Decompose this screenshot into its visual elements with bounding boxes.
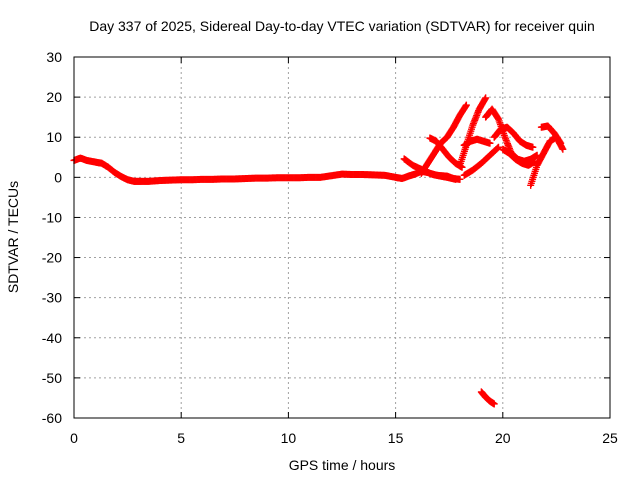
plot-frame: [73, 56, 611, 419]
series-track-outlier: [477, 388, 498, 408]
y-tick-label: 0: [54, 169, 62, 185]
data-point: [494, 144, 502, 152]
y-tick-label: 30: [46, 49, 62, 65]
y-tick-label: -20: [42, 250, 62, 266]
y-tick-label: 10: [46, 129, 62, 145]
x-axis-label: GPS time / hours: [289, 457, 396, 473]
data-layer: [70, 94, 567, 408]
x-tick-label: 15: [388, 430, 404, 446]
x-tick-label: 10: [281, 430, 297, 446]
data-point: [452, 175, 460, 183]
data-point: [559, 145, 567, 153]
series-track-main: [70, 154, 464, 185]
y-tick-label: 20: [46, 89, 62, 105]
data-point: [495, 143, 503, 151]
y-tick-label: -40: [42, 330, 62, 346]
ticks-layer: 0 5 10 15 20 25 -60 -50 -40 -30 -20 -10 0 10 20 30: [42, 49, 618, 446]
chart-title: Day 337 of 2025, Sidereal Day-to-day VTE…: [89, 18, 595, 34]
x-tick-label: 20: [495, 430, 511, 446]
y-tick-label: -30: [42, 290, 62, 306]
y-tick-label: -50: [42, 370, 62, 386]
y-tick-label: -10: [42, 209, 62, 225]
data-point: [462, 101, 470, 109]
series-track-k: [537, 122, 565, 147]
data-point: [490, 400, 498, 408]
series-track-f: [460, 143, 503, 179]
series-track-e: [460, 135, 494, 149]
data-point: [529, 143, 537, 151]
series-track-i: [499, 145, 539, 169]
data-point: [486, 139, 494, 147]
series-track-b: [417, 101, 470, 177]
data-point: [557, 139, 565, 147]
data-point: [482, 94, 490, 102]
x-tick-label: 5: [177, 430, 185, 446]
y-tick-label: -60: [42, 410, 62, 426]
grid-layer: [74, 57, 610, 418]
x-tick-label: 25: [602, 430, 618, 446]
x-tick-label: 0: [70, 430, 78, 446]
series-track-h: [490, 123, 537, 151]
y-axis-label: SDTVAR / TECUs: [5, 181, 21, 293]
